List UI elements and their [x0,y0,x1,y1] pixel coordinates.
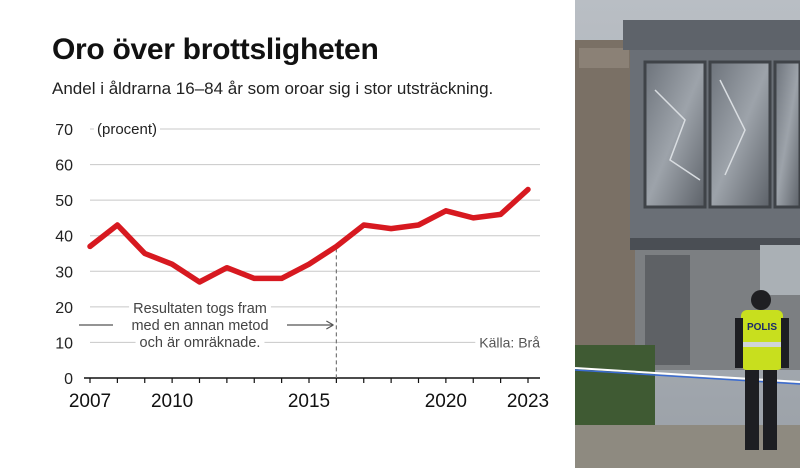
x-tick-label: 2015 [288,391,330,412]
chart-title: Oro över brottsligheten [52,33,379,66]
y-tick-label: 40 [55,229,73,246]
chart-subtitle: Andel i åldrarna 16–84 år som oroar sig … [52,79,494,98]
y-tick-label: 50 [55,193,73,210]
line-chart: 0 10 20 30 40 50 60 70 (procent) 2007 2010 2015 2020… [55,121,549,412]
y-tick-label: 20 [55,300,73,317]
annotation-text: och är omräknade. [140,335,261,351]
x-tick-label: 2023 [507,391,549,412]
y-unit-label: (procent) [97,121,157,138]
y-tick-label: 0 [64,371,73,388]
annotation-text: med en annan metod [131,318,268,334]
annotation-bg [135,334,265,351]
y-tick-label: 70 [55,122,73,139]
photo-illustration: POLIS [575,0,800,468]
x-tick-label: 2007 [69,391,111,412]
annotation-arrowhead [326,320,334,330]
hedge [575,345,655,435]
source-label-bg [475,334,543,351]
annotation-bg [129,300,271,317]
x-tick-label: 2010 [151,391,193,412]
broken-window [643,60,707,209]
annotation-bg [127,317,273,334]
y-tick-label: 10 [55,335,73,352]
brick-building [575,40,635,380]
y-tick-label: 30 [55,264,73,281]
news-photo: POLIS [575,0,800,468]
unit-label-bg [94,121,161,138]
police-officer: POLIS [735,290,789,450]
y-tick-label: 60 [55,158,73,175]
x-tick-label: 2020 [425,391,467,412]
source-label: Källa: Brå [479,334,540,350]
roof-edge [623,20,800,50]
chart-panel: Oro över brottsligheten Andel i åldrarna… [52,33,550,412]
police-vest-text: POLIS [747,322,777,333]
annotation-text: Resultaten togs fram [133,301,267,317]
pavement [575,425,800,468]
